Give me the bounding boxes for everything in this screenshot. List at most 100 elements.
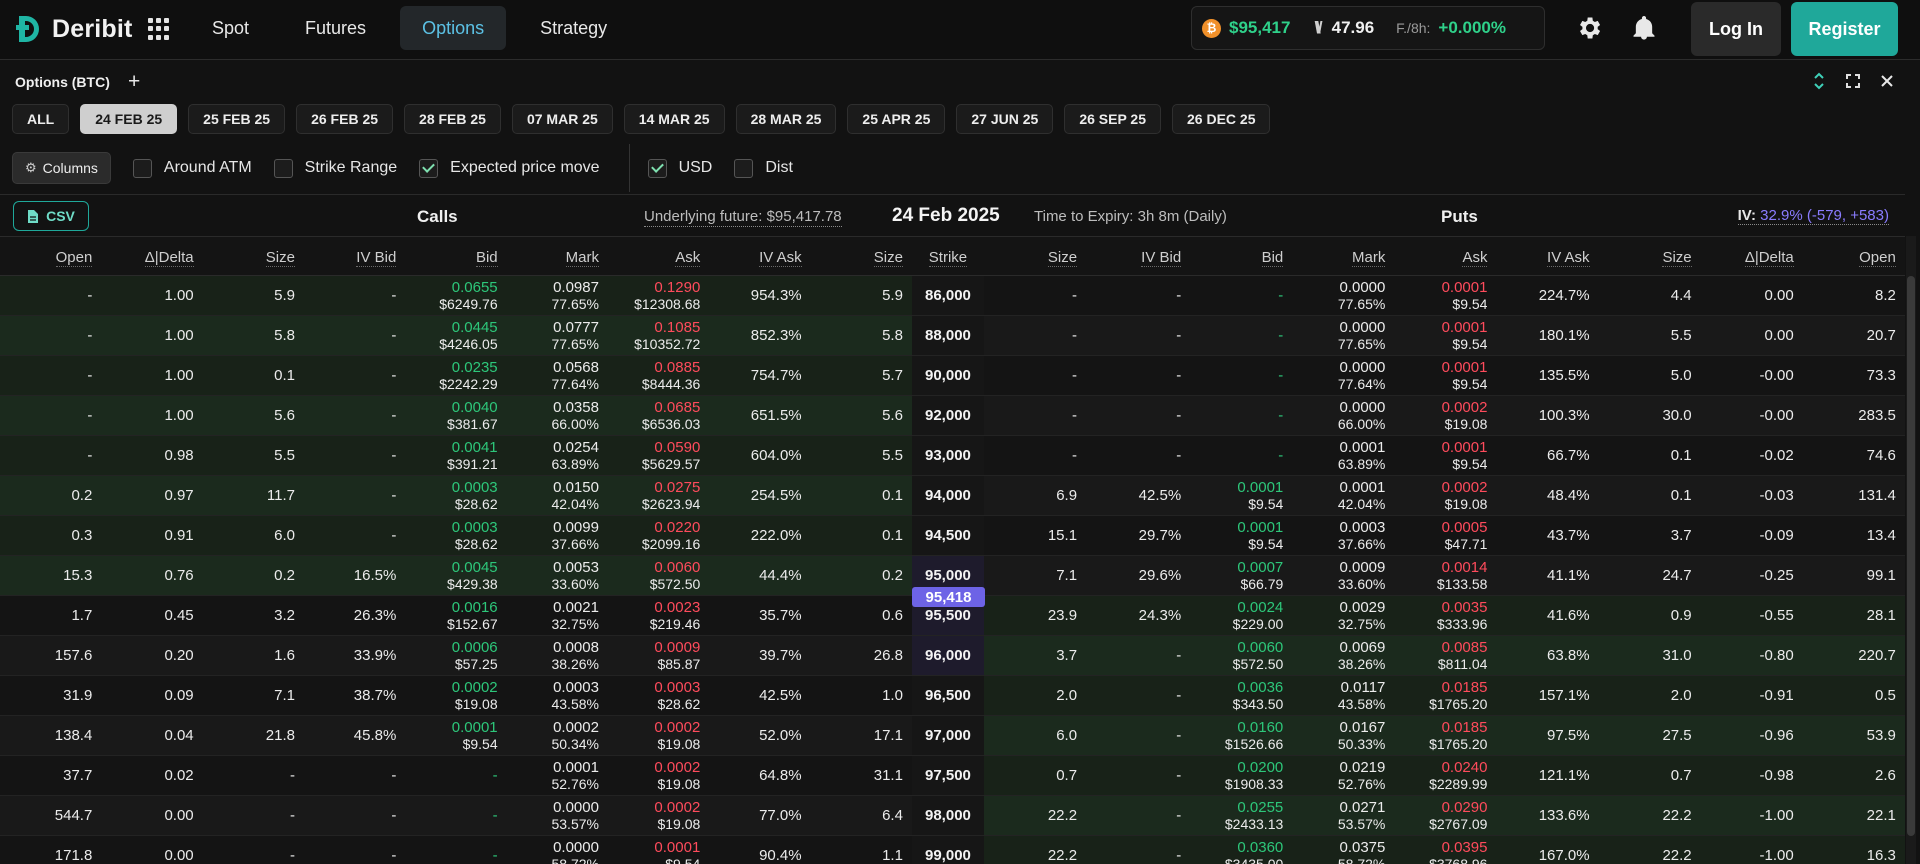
col-header-put-ask[interactable]: Ask: [1394, 237, 1496, 275]
table-row[interactable]: 37.7 0.02- - -0.0001 52.76% 0.0002 $19.08 64.8%…: [0, 756, 1905, 796]
call-bid[interactable]: 0.0003 $28.62: [405, 516, 507, 555]
put-ask[interactable]: 0.0002 $19.08: [1394, 476, 1497, 515]
table-row[interactable]: 0.2 0.97 11.7-0.0003 $28.62 0.0150 42.04% 0.02…: [0, 476, 1905, 516]
put-bid[interactable]: 0.0060 $572.50: [1190, 636, 1293, 675]
put-bid[interactable]: -: [1190, 276, 1293, 315]
maximize-icon[interactable]: [1844, 72, 1862, 90]
put-mark[interactable]: 0.0271 53.57%: [1292, 796, 1395, 835]
call-mark[interactable]: 0.0987 77.65%: [506, 276, 608, 315]
put-ask[interactable]: 0.0005 $47.71: [1394, 516, 1497, 555]
csv-button[interactable]: CSV: [13, 201, 89, 231]
call-bid[interactable]: 0.0655 $6249.76: [405, 276, 507, 315]
put-ask[interactable]: 0.0001 $9.54: [1394, 436, 1497, 475]
put-ask[interactable]: 0.0085 $811.04: [1394, 636, 1497, 675]
col-header-strike[interactable]: Strike: [912, 237, 984, 275]
nav-spot[interactable]: Spot: [212, 17, 250, 38]
call-bid[interactable]: 0.0040 $381.67: [405, 396, 507, 435]
call-bid[interactable]: 0.0002 $19.08: [405, 676, 507, 715]
put-ask[interactable]: 0.0185 $1765.20: [1394, 676, 1497, 715]
put-ask[interactable]: 0.0001 $9.54: [1394, 276, 1497, 315]
call-ask[interactable]: 0.0275 $2623.94: [607, 476, 710, 515]
put-bid[interactable]: 0.0007 $66.79: [1190, 556, 1293, 595]
ticker-panel[interactable]: ₿ $95,417 \\/ 47.96 F./8h: +0.000%: [1191, 6, 1545, 50]
call-mark[interactable]: 0.0099 37.66%: [506, 516, 608, 555]
col-header-call-ask[interactable]: Ask: [608, 237, 709, 275]
around-atm-checkbox[interactable]: Around ATM: [132, 158, 252, 178]
put-bid[interactable]: -: [1190, 316, 1293, 355]
col-header-put-delta[interactable]: Δ|Delta: [1701, 237, 1803, 275]
dist-checkbox[interactable]: Dist: [734, 158, 793, 178]
put-ask[interactable]: 0.0014 $133.58: [1394, 556, 1497, 595]
strike-range-checkbox[interactable]: Strike Range: [273, 158, 397, 178]
nav-options[interactable]: Options: [400, 6, 507, 50]
call-bid[interactable]: 0.0045 $429.38: [405, 556, 507, 595]
put-mark[interactable]: 0.0117 43.58%: [1292, 676, 1395, 715]
call-bid[interactable]: -: [405, 836, 507, 864]
put-mark[interactable]: 0.0001 42.04%: [1292, 476, 1395, 515]
call-ask[interactable]: 0.0060 $572.50: [607, 556, 710, 595]
call-ask[interactable]: 0.0001 $9.54: [607, 836, 710, 864]
col-header-call-size[interactable]: Size: [811, 237, 912, 275]
call-bid[interactable]: 0.0001 $9.54: [405, 716, 507, 755]
put-bid[interactable]: 0.0024 $229.00: [1190, 596, 1293, 635]
login-button[interactable]: Log In: [1691, 2, 1781, 56]
col-header-put-size[interactable]: Size: [1599, 237, 1701, 275]
put-ask[interactable]: 0.0240 $2289.99: [1394, 756, 1497, 795]
call-ask[interactable]: 0.0023 $219.46: [607, 596, 710, 635]
call-ask[interactable]: 0.1290 $12308.68: [607, 276, 710, 315]
put-ask[interactable]: 0.0185 $1765.20: [1394, 716, 1497, 755]
put-bid[interactable]: 0.0160 $1526.66: [1190, 716, 1293, 755]
deribit-logo[interactable]: Deribit: [16, 12, 133, 46]
add-tab-button[interactable]: +: [128, 70, 141, 93]
put-ask[interactable]: 0.0290 $2767.09: [1394, 796, 1497, 835]
table-row[interactable]: -1.00 0.1-0.0235 $2242.29 0.0568 77.64% 0.088…: [0, 356, 1905, 396]
table-row[interactable]: -1.00 5.8-0.0445 $4246.05 0.0777 77.65% 0.108…: [0, 316, 1905, 356]
expiry-tab[interactable]: 28 MAR 25: [735, 104, 837, 134]
register-button[interactable]: Register: [1791, 2, 1898, 56]
call-mark[interactable]: 0.0053 33.60%: [506, 556, 608, 595]
expiry-tab[interactable]: 25 FEB 25: [188, 104, 286, 134]
call-mark[interactable]: 0.0008 38.26%: [506, 636, 608, 675]
expand-icon[interactable]: [1810, 72, 1828, 90]
table-row[interactable]: 138.4 0.04 21.8 45.8% 0.0001 $9.54 0.0002 50.34…: [0, 716, 1905, 756]
call-bid[interactable]: 0.0016 $152.67: [405, 596, 507, 635]
table-row[interactable]: -1.00 5.6-0.0040 $381.67 0.0358 66.00% 0.0685…: [0, 396, 1905, 436]
put-mark[interactable]: 0.0069 38.26%: [1292, 636, 1395, 675]
close-icon[interactable]: [1878, 72, 1896, 90]
call-mark[interactable]: 0.0000 58.72%: [506, 836, 608, 864]
call-bid[interactable]: -: [405, 756, 507, 795]
call-mark[interactable]: 0.0254 63.89%: [506, 436, 608, 475]
call-ask[interactable]: 0.0002 $19.08: [607, 796, 710, 835]
expiry-tab[interactable]: 26 FEB 25: [296, 104, 394, 134]
put-ask[interactable]: 0.0001 $9.54: [1394, 356, 1497, 395]
put-ask[interactable]: 0.0035 $333.96: [1394, 596, 1497, 635]
call-ask[interactable]: 0.0885 $8444.36: [607, 356, 710, 395]
call-mark[interactable]: 0.0358 66.00%: [506, 396, 608, 435]
col-header-put-bid[interactable]: Bid: [1190, 237, 1292, 275]
bell-icon[interactable]: [1630, 14, 1658, 42]
col-header-put-open[interactable]: Open: [1803, 237, 1905, 275]
expiry-tab[interactable]: 27 JUN 25: [956, 104, 1054, 134]
col-header-call-iv-bid[interactable]: IV Bid: [304, 237, 405, 275]
table-row[interactable]: 544.7 0.00- - -0.0000 53.57% 0.0002 $19.08 77.0…: [0, 796, 1905, 836]
call-mark[interactable]: 0.0568 77.64%: [506, 356, 608, 395]
call-mark[interactable]: 0.0000 53.57%: [506, 796, 608, 835]
columns-button[interactable]: ⚙ Columns: [12, 152, 111, 184]
expiry-tab[interactable]: 26 DEC 25: [1172, 104, 1271, 134]
table-row[interactable]: 157.6 0.20 1.6 33.9% 0.0006 $57.25 0.0008 38.26…: [0, 636, 1905, 676]
gear-icon[interactable]: [1575, 14, 1603, 42]
put-mark[interactable]: 0.0003 37.66%: [1292, 516, 1395, 555]
put-mark[interactable]: 0.0000 77.65%: [1292, 276, 1395, 315]
put-bid[interactable]: -: [1190, 356, 1293, 395]
put-mark[interactable]: 0.0219 52.76%: [1292, 756, 1395, 795]
expiry-tab[interactable]: 07 MAR 25: [511, 104, 613, 134]
col-header-call-size[interactable]: Size: [203, 237, 304, 275]
table-row[interactable]: 171.8 0.00- - -0.0000 58.72% 0.0001 $9.54 90.4%…: [0, 836, 1905, 864]
call-bid[interactable]: 0.0445 $4246.05: [405, 316, 507, 355]
table-row[interactable]: 15.3 0.76 0.2 16.5% 0.0045 $429.38 0.0053 33.60…: [0, 556, 1905, 596]
expiry-tab[interactable]: 25 APR 25: [847, 104, 946, 134]
put-bid[interactable]: 0.0255 $2433.13: [1190, 796, 1293, 835]
table-row[interactable]: 31.9 0.09 7.1 38.7% 0.0002 $19.08 0.0003 43.58%…: [0, 676, 1905, 716]
put-mark[interactable]: 0.0000 66.00%: [1292, 396, 1395, 435]
put-mark[interactable]: 0.0029 32.75%: [1292, 596, 1395, 635]
